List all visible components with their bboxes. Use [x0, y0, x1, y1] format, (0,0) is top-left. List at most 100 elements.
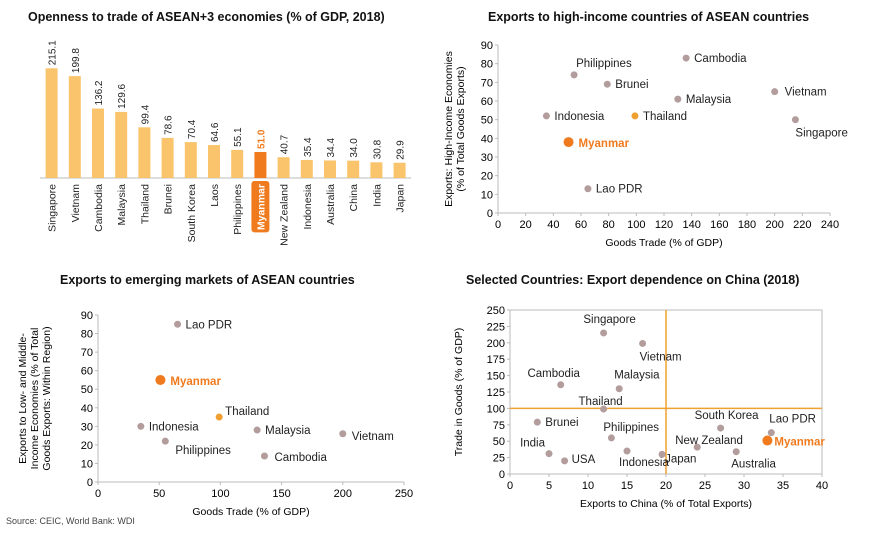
chart4-title: Selected Countries: Export dependence on…: [466, 273, 800, 287]
point-label: Vietnam: [785, 87, 827, 99]
point-lao-pdr: [767, 429, 775, 437]
point-india: [545, 450, 553, 458]
data-label: 215.1: [48, 40, 59, 65]
y-axis-label: Income Economies (% of Total: [29, 328, 41, 470]
bar-singapore: [45, 68, 58, 178]
point-label: Brunei: [545, 417, 578, 429]
bar-indonesia: [300, 159, 313, 178]
point-label: Malaysia: [265, 425, 311, 437]
y-axis-label: (% of Total Goods Exports): [455, 66, 467, 191]
x-tick-label: 25: [699, 480, 711, 492]
bar-brunei: [161, 137, 174, 178]
y-tick-label: 60: [81, 366, 93, 378]
point-thailand: [600, 405, 608, 413]
point-label: Myanmar: [774, 437, 825, 449]
tick-label: Singapore: [47, 184, 59, 232]
y-tick-label: 250: [487, 305, 505, 317]
point-cambodia: [682, 54, 690, 62]
point-label: Thailand: [225, 406, 269, 418]
point-label: Malaysia: [614, 370, 660, 382]
data-label: 34.0: [349, 138, 360, 158]
y-tick-label: 75: [493, 420, 505, 432]
y-tick-label: 80: [81, 329, 93, 341]
point-usa: [561, 457, 569, 465]
point-label: Indonesia: [149, 421, 199, 433]
point-philippines: [161, 437, 169, 445]
bar-philippines: [231, 149, 244, 178]
bar-new-zealand: [277, 157, 290, 178]
data-label: 136.2: [94, 80, 105, 105]
source-note: Source: CEIC, World Bank: WDI: [6, 516, 135, 526]
point-label: Philippines: [603, 422, 659, 434]
y-tick-label: 0: [487, 208, 493, 220]
point-label: Lao PDR: [186, 319, 233, 331]
point-label: Australia: [731, 459, 776, 471]
tick-label: Cambodia: [93, 184, 105, 232]
point-label: Cambodia: [527, 368, 580, 380]
point-label: Philippines: [175, 445, 231, 457]
y-tick-label: 30: [481, 152, 493, 164]
y-tick-label: 60: [481, 96, 493, 108]
x-tick-label: 50: [153, 488, 165, 500]
x-tick-label: 160: [710, 219, 728, 231]
point-south-korea: [717, 424, 725, 432]
y-tick-label: 175: [487, 354, 505, 366]
data-label: 30.8: [372, 139, 383, 159]
tick-label: India: [371, 184, 383, 207]
chart3-title: Exports to emerging markets of ASEAN cou…: [60, 273, 355, 287]
data-label: 35.4: [303, 137, 314, 157]
y-tick-label: 50: [81, 384, 93, 396]
x-tick-label: 240: [821, 219, 839, 231]
tick-label: Malaysia: [116, 184, 128, 226]
point-australia: [732, 448, 740, 456]
point-new-zealand: [693, 443, 701, 451]
highlight-label-bg: [251, 181, 270, 233]
point-label: Myanmar: [170, 376, 221, 388]
tick-label: Japan: [395, 184, 407, 213]
bar-thailand: [138, 127, 151, 178]
point-label: Indonesia: [619, 457, 669, 469]
bar-vietnam: [68, 76, 81, 178]
x-tick-label: 20: [660, 480, 672, 492]
point-indonesia: [623, 447, 631, 455]
point-label: Vietnam: [352, 431, 394, 443]
y-tick-label: 90: [81, 310, 93, 322]
bar-cambodia: [92, 108, 104, 178]
x-tick-label: 40: [816, 480, 828, 492]
data-label: 64.6: [210, 122, 221, 142]
point-vietnam: [639, 339, 647, 347]
y-tick-label: 30: [81, 421, 93, 433]
point-label: Japan: [665, 453, 696, 465]
y-tick-label: 50: [493, 436, 505, 448]
x-axis-label: Goods Trade (% of GDP): [192, 506, 309, 518]
y-tick-label: 125: [487, 387, 505, 399]
x-tick-label: 15: [621, 480, 633, 492]
x-tick-label: 150: [272, 488, 290, 500]
point-label: Thailand: [643, 111, 687, 123]
x-tick-label: 0: [95, 488, 101, 500]
point-lao-pdr: [174, 320, 182, 328]
point-thailand: [215, 413, 223, 421]
point-japan: [658, 450, 666, 458]
chart2-title: Exports to high-income countries of ASEA…: [488, 10, 810, 24]
bar-south-korea: [184, 142, 197, 178]
data-label: 70.4: [187, 119, 198, 139]
x-tick-label: 100: [211, 488, 229, 500]
y-axis-label: Trade in Goods (% of GDP): [453, 328, 465, 457]
tick-label: Philippines: [232, 184, 244, 235]
x-tick-label: 180: [738, 219, 756, 231]
point-label: India: [520, 438, 546, 450]
point-label: Philippines: [576, 58, 632, 70]
point-cambodia: [260, 452, 268, 460]
y-tick-label: 40: [81, 403, 93, 415]
point-indonesia: [542, 112, 550, 120]
y-tick-label: 150: [487, 371, 505, 383]
data-label: 78.6: [164, 115, 175, 135]
point-label: South Korea: [695, 410, 760, 422]
point-label: Thailand: [579, 396, 623, 408]
point-label: Indonesia: [554, 111, 604, 123]
